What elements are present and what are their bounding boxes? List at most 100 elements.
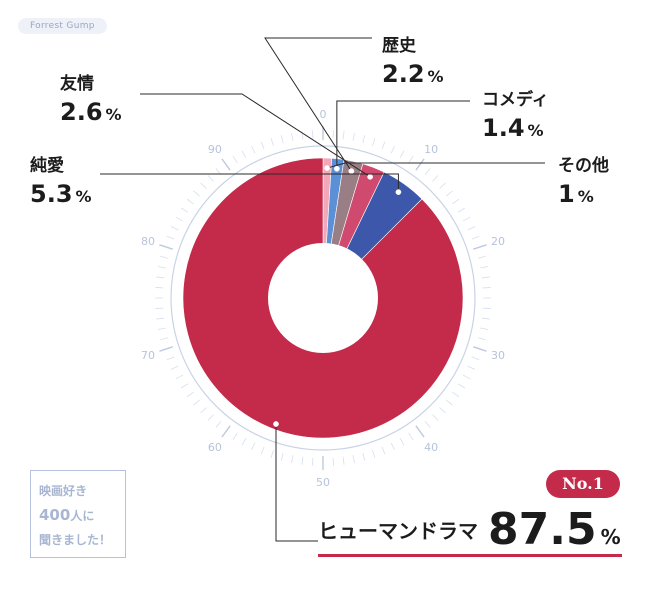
leader-other [326, 162, 545, 169]
label-history-value: 2.2 [382, 60, 425, 88]
dial-tick [160, 337, 169, 341]
rank-badge: No.1 [546, 470, 620, 498]
dial-label: 30 [491, 349, 505, 362]
movie-tag: Forrest Gump [18, 18, 107, 34]
dial-tick [232, 432, 238, 441]
dial-tick [473, 346, 487, 352]
dial-tick [481, 317, 490, 320]
dial-tick [156, 276, 165, 279]
dial-tick [415, 425, 425, 438]
dial-tick [482, 287, 491, 289]
dial-ticks [155, 126, 491, 470]
dial-tick [439, 182, 446, 189]
dial-tick [200, 407, 207, 414]
dial-label: 60 [208, 441, 222, 454]
dial-tick [175, 374, 183, 380]
dial-tick [457, 383, 466, 389]
top-label-underline [318, 554, 622, 557]
survey-stamp: 映画好き 400人に 聞きました！ [30, 470, 126, 558]
leader-dot-friendship [367, 173, 373, 180]
leader-history [264, 37, 372, 172]
dial-tick [232, 155, 238, 164]
dial-tick [381, 446, 386, 455]
dial-tick [399, 150, 405, 158]
dial-tick [180, 207, 189, 213]
leader-human-drama [275, 424, 318, 542]
dial-tick [408, 155, 414, 164]
dial-tick [352, 455, 355, 464]
dial-tick [439, 407, 446, 414]
dial-label: 40 [424, 441, 438, 454]
dial-tick [399, 438, 405, 446]
label-comedy: コメディ 1.4% [482, 92, 549, 141]
dial-tick [193, 399, 200, 406]
dial-tick [280, 135, 284, 144]
dial-tick [241, 150, 247, 158]
dial-tick [221, 158, 231, 171]
leader-lines [100, 37, 545, 542]
dial-label: 10 [424, 143, 438, 156]
dial-tick [482, 307, 491, 309]
dial-tick [362, 452, 366, 461]
dial-label: 80 [141, 235, 155, 248]
dial-tick [446, 399, 453, 406]
dial-tick [186, 391, 194, 398]
dial-tick [160, 255, 169, 259]
label-friendship-name: 友情 [60, 74, 94, 94]
dial-tick [186, 198, 194, 205]
dial-tick [260, 446, 265, 455]
dial-tick [452, 198, 460, 205]
label-comedy-unit: % [527, 121, 544, 140]
stamp-count: 400 [39, 506, 71, 524]
dial-tick [157, 327, 166, 330]
label-friendship-unit: % [105, 105, 122, 124]
dial-tick [480, 327, 489, 330]
dial-tick [381, 141, 386, 150]
leader-dot-history [348, 168, 355, 174]
dial-tick [332, 130, 334, 139]
label-human-drama: ヒューマンドラマ 87.5% [318, 508, 621, 552]
label-history-name: 歴史 [382, 36, 416, 56]
dial-tick [166, 235, 175, 240]
dial-tick [362, 135, 366, 144]
label-other-unit: % [577, 187, 594, 206]
dial-tick [463, 216, 471, 222]
dial-tick [477, 337, 486, 341]
dial-tick [390, 442, 395, 451]
dial-tick [155, 307, 164, 309]
dial-tick [215, 421, 222, 428]
dial-tick [170, 365, 179, 370]
dial-tick [457, 207, 466, 213]
dial-tick [251, 145, 256, 154]
dial-tick [332, 457, 334, 466]
dial-tick [157, 266, 166, 269]
dial-tick [467, 226, 476, 231]
dial-label: 70 [141, 349, 155, 362]
dial-tick [166, 356, 175, 361]
stamp-line-3: 聞きました！ [39, 533, 112, 547]
leader-dot-human-drama [273, 421, 279, 427]
label-romance-name: 純愛 [30, 156, 64, 176]
dial-tick [342, 131, 345, 140]
dial-tick [159, 244, 173, 250]
leader-comedy [336, 100, 470, 169]
dial-label: 90 [208, 143, 222, 156]
label-romance: 純愛 5.3% [30, 156, 92, 207]
dial-tick [170, 226, 179, 231]
dial-tick [291, 455, 294, 464]
leader-romance [100, 173, 399, 193]
dial-tick [312, 130, 314, 139]
label-friendship: 友情 2.6% [60, 74, 122, 126]
dial-tick [180, 383, 189, 389]
dial-tick [481, 276, 490, 279]
dial-tick [415, 158, 425, 171]
dial-tick [221, 425, 231, 438]
dial-tick [390, 145, 395, 154]
label-friendship-value: 2.6 [60, 98, 103, 126]
dial-tick [291, 132, 294, 141]
dial-tick [446, 190, 453, 197]
dial-tick [372, 138, 376, 146]
stamp-count-suffix: 人に [70, 509, 95, 523]
dial-tick [352, 132, 355, 141]
